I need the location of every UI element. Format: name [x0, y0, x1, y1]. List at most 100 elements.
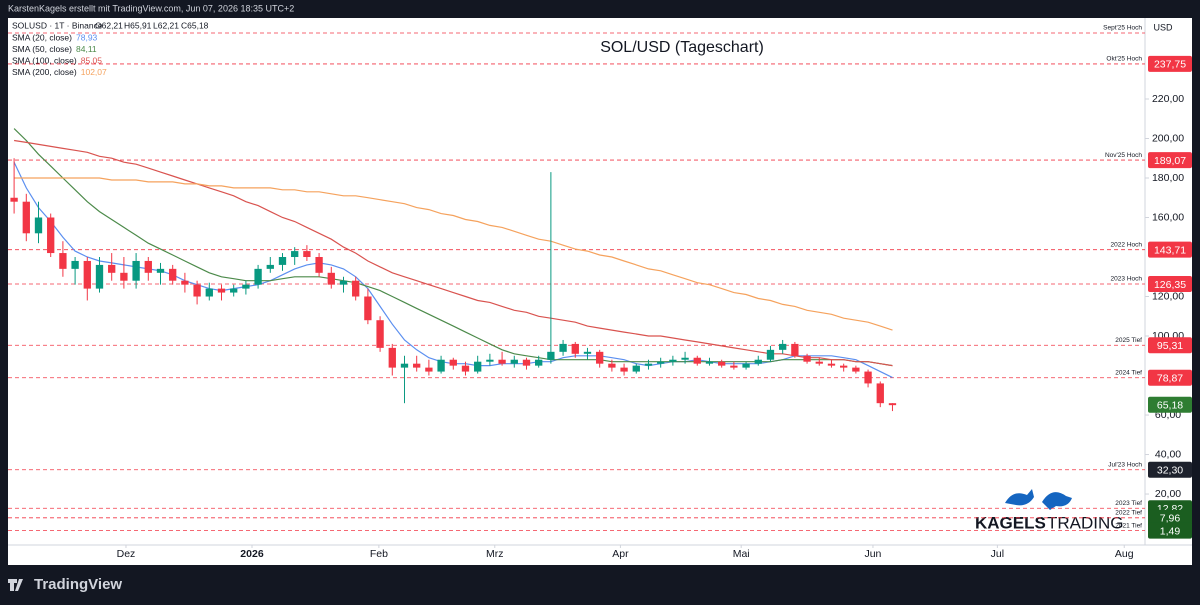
candle-body: [449, 359, 457, 366]
legend-name: SMA (20, close): [12, 32, 72, 42]
candle-body: [669, 359, 677, 362]
price-tag-label: 237,75: [1154, 59, 1186, 71]
candle-body: [388, 347, 396, 368]
price-tag-label: 12,82: [1157, 503, 1183, 515]
candle-body: [766, 349, 775, 360]
price-tag: [1148, 522, 1192, 539]
x-tick-label: Jun: [864, 548, 881, 560]
candle-body: [827, 363, 836, 366]
x-tick-label: Mrz: [486, 548, 504, 560]
price-tag-label: 78,87: [1157, 373, 1183, 385]
x-tick-label: Jul: [991, 548, 1004, 560]
ohlc-label: O62,21: [95, 20, 123, 30]
chart-title: SOL/USD (Tageschart): [600, 39, 764, 56]
level-name: 2022 Tief: [1115, 510, 1142, 517]
chart-background: [8, 18, 1192, 565]
watermark: KAGELS TRADING: [975, 489, 1124, 532]
price-unit: USD: [1153, 22, 1173, 32]
candle-body: [657, 361, 665, 364]
y-tick-label: 160,00: [1152, 211, 1184, 223]
candle-body: [291, 251, 299, 258]
level-name: 2023 Hoch: [1111, 276, 1143, 283]
candle-body: [83, 260, 91, 289]
x-tick-label: Dez: [117, 548, 136, 560]
candle-body: [254, 268, 262, 285]
candle-body: [608, 363, 616, 368]
symbol: SOLUSD · 1T · Binance: [12, 20, 103, 30]
watermark-text: KAGELS: [975, 513, 1046, 532]
candle-body: [193, 284, 201, 297]
level-name: 2021 Tief: [1115, 522, 1142, 529]
candle-body: [583, 351, 592, 354]
candle-body: [120, 272, 128, 281]
price-tag: [1148, 369, 1192, 386]
candle-body: [730, 365, 738, 368]
legend-name: SMA (100, close): [12, 55, 77, 65]
candle-body: [156, 268, 165, 273]
sma-line: [14, 139, 893, 367]
price-tag-label: 143,71: [1154, 244, 1186, 256]
candle-body: [242, 284, 250, 289]
x-tick-label: Apr: [612, 548, 629, 560]
level-name: 2024 Tief: [1115, 369, 1142, 376]
candle-body: [266, 264, 274, 269]
price-tag: [1148, 275, 1192, 292]
candle-body: [779, 343, 787, 350]
price-tag: [1148, 55, 1192, 72]
price-tag: [1148, 461, 1192, 478]
legend-value: 84,11: [76, 44, 97, 54]
price-tag-label: 126,35: [1154, 279, 1186, 291]
candle-body: [620, 367, 628, 372]
candle-body: [815, 361, 823, 364]
last-price-tag: [1148, 396, 1192, 413]
candle-body: [803, 355, 811, 362]
candle-body: [522, 359, 531, 366]
candle-body: [181, 280, 189, 285]
price-tag-label: 1,49: [1160, 525, 1181, 537]
candle-body: [510, 359, 518, 364]
ohlc-label: C65,18: [181, 20, 209, 30]
legend-name: SMA (50, close): [12, 44, 72, 54]
candle-body: [278, 257, 287, 265]
price-tag-label: 7,96: [1160, 513, 1181, 525]
candle-body: [474, 361, 482, 372]
x-tick-label: Aug: [1115, 548, 1134, 560]
ohlc-label: H65,91: [124, 20, 152, 30]
level-name: 2022 Hoch: [1111, 241, 1143, 248]
candle-body: [596, 351, 604, 364]
price-tag: [1148, 152, 1192, 169]
price-tag-label: 189,07: [1154, 155, 1186, 167]
price-tag: [1148, 509, 1192, 526]
candle-body: [303, 251, 311, 258]
watermark-text: TRADING: [1047, 513, 1124, 532]
candle-body: [864, 371, 872, 384]
footer: TradingView: [34, 576, 122, 593]
candle-body: [852, 367, 860, 372]
price-tag: [1148, 241, 1192, 258]
level-name: Nov'25 Hoch: [1105, 152, 1142, 159]
x-tick-label: Mai: [733, 548, 750, 560]
level-name: Jul'23 Hoch: [1108, 461, 1142, 468]
candle-body: [498, 359, 506, 364]
last-price-label: 65,18: [1157, 400, 1183, 412]
bear-icon: [1042, 492, 1072, 510]
candle-body: [486, 359, 494, 362]
y-tick-label: 120,00: [1152, 290, 1184, 302]
candle-body: [535, 359, 543, 366]
candle-body: [693, 357, 701, 364]
candle-body: [10, 197, 18, 202]
candle-body: [425, 367, 433, 372]
candle-body: [632, 365, 640, 372]
footer-logo: [8, 579, 23, 591]
candle-body: [413, 363, 421, 368]
x-tick-label: 2026: [240, 548, 264, 560]
candle-body: [132, 260, 140, 281]
candle-body: [437, 359, 445, 372]
candle-body: [547, 351, 555, 360]
candle-body: [339, 280, 348, 285]
candle-body: [461, 365, 470, 372]
legend-name: SMA (200, close): [12, 67, 77, 77]
price-tag-label: 32,30: [1157, 465, 1183, 477]
